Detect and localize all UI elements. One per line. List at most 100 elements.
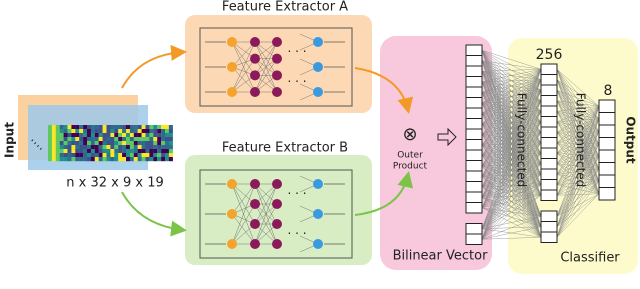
ellipsis: · · · <box>287 227 306 241</box>
heat-cell <box>106 157 111 162</box>
fc-edge <box>481 69 542 177</box>
heat-cell <box>106 149 111 154</box>
fc-edge <box>556 193 600 238</box>
heat-cell <box>90 129 95 134</box>
heat-cell <box>83 133 88 138</box>
heat-cell <box>59 133 64 138</box>
edge <box>231 223 256 245</box>
fc-edge <box>556 156 600 196</box>
heat-cell <box>133 129 138 134</box>
heat-cell <box>153 157 158 162</box>
heat-cell <box>137 145 142 150</box>
heat-cell <box>94 137 99 142</box>
vector-cell <box>465 170 483 182</box>
fc-edge <box>481 100 542 240</box>
heat-cell <box>102 149 107 154</box>
heat-cell <box>67 129 72 134</box>
heat-cell <box>165 125 169 130</box>
heat-cell <box>48 141 52 146</box>
heat-cell <box>71 129 76 134</box>
heat-cell <box>137 157 142 162</box>
heat-cell <box>165 137 169 142</box>
heat-cell <box>59 141 64 146</box>
edge <box>231 41 256 76</box>
heat-cell <box>106 125 111 130</box>
vector-cell <box>540 137 558 149</box>
heat-cell <box>137 149 142 154</box>
fc-edge <box>556 193 600 196</box>
heat-cell <box>106 137 111 142</box>
heat-cell <box>168 125 173 130</box>
heat-cell <box>145 125 150 130</box>
heat-cell <box>71 125 76 130</box>
vector-cell <box>465 139 483 151</box>
heat-cell <box>87 145 91 150</box>
heat-cell <box>87 157 91 162</box>
heat-cell <box>141 133 146 138</box>
fc-edge <box>481 69 542 82</box>
heat-cell <box>98 153 103 158</box>
fc-edge <box>556 106 600 238</box>
outer-label: Product <box>393 162 428 172</box>
heat-cell <box>75 149 80 154</box>
fc-edge <box>481 69 542 72</box>
heat-cell <box>133 145 138 150</box>
heat-cell <box>129 157 134 162</box>
heat-cell <box>110 153 115 158</box>
heat-cell <box>137 133 142 138</box>
heat-cell <box>157 141 162 146</box>
edge <box>231 183 256 245</box>
heat-cell <box>129 137 134 142</box>
heat-cell <box>48 153 52 158</box>
heat-cell <box>51 125 56 130</box>
heat-cell <box>137 129 142 134</box>
fc-edge <box>556 118 600 196</box>
heat-cell <box>83 157 88 162</box>
node <box>227 37 237 47</box>
node <box>227 179 237 189</box>
heat-cell <box>90 125 95 130</box>
arrow-a <box>121 44 187 89</box>
heat-cell <box>161 153 166 158</box>
heat-cell <box>90 133 95 138</box>
fc-edge <box>481 69 542 135</box>
fc-edge <box>556 69 600 107</box>
heat-cell <box>90 153 95 158</box>
heat-cell <box>126 129 130 134</box>
vector-cell <box>465 65 483 77</box>
heat-cell <box>79 133 84 138</box>
fc-edge <box>556 181 600 238</box>
fc-edge <box>556 156 600 238</box>
vector-cell <box>540 105 558 117</box>
heat-cell <box>79 129 84 134</box>
heat-cell <box>118 137 123 142</box>
heat-cell <box>94 141 99 146</box>
heat-cell <box>51 153 56 158</box>
heat-cell <box>110 125 115 130</box>
heat-cell <box>145 153 150 158</box>
heat-cell <box>114 157 119 162</box>
vector-cell <box>540 179 558 191</box>
heat-cell <box>67 141 72 146</box>
net-frame-a <box>199 27 353 107</box>
fc-edge <box>556 168 600 238</box>
vector-cell <box>465 160 483 172</box>
node <box>227 209 237 219</box>
fc-edge <box>481 69 542 156</box>
fc-edge <box>556 106 600 133</box>
heat-cell <box>63 137 68 142</box>
fc-edge <box>556 118 600 185</box>
vector-cell <box>465 191 483 203</box>
heat-cell <box>55 153 60 158</box>
fc-edge <box>481 216 542 240</box>
fc-edge <box>481 69 542 93</box>
heat-cell <box>122 149 127 154</box>
heat-cell <box>168 153 173 158</box>
fc-edge <box>556 106 600 112</box>
heat-cell <box>55 133 60 138</box>
vector-cell <box>540 74 558 86</box>
fc-edge <box>556 143 600 185</box>
heat-cell <box>165 145 169 150</box>
heat-cell <box>48 137 52 142</box>
heat-cell <box>133 137 138 142</box>
